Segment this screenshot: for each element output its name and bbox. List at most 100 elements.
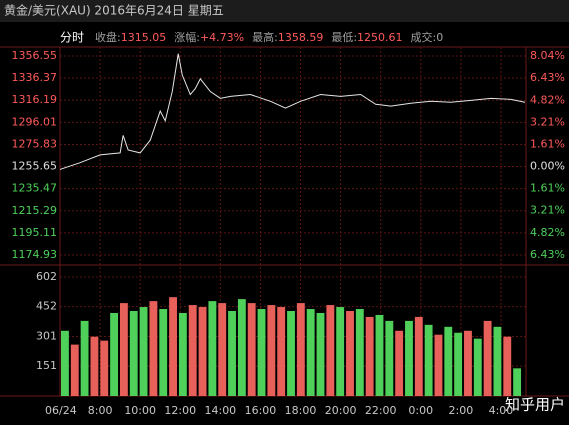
volume-bar: [287, 311, 295, 396]
x-tick-label: 22:00: [365, 404, 397, 417]
volume-bar: [119, 303, 128, 396]
watermark: 知乎用户: [505, 396, 565, 414]
volume-bar: [336, 307, 345, 396]
field-label: 成交:: [411, 30, 437, 44]
volume-bar: [375, 314, 384, 396]
volume-bar: [208, 301, 217, 396]
volume-bar: [493, 326, 502, 396]
y2-tick-label: 6.43%: [530, 71, 565, 84]
x-tick-label: 12:00: [164, 404, 196, 417]
y2-tick-label: 6.43%: [530, 248, 565, 261]
volume-bar: [395, 330, 404, 396]
y-tick-label: 1195.11: [12, 226, 58, 239]
field-label: 最低:: [331, 31, 357, 44]
volume-bar: [326, 305, 335, 396]
volume-bar: [503, 336, 512, 396]
y2-tick-label: 1.61%: [530, 137, 565, 150]
volume-bar: [346, 311, 354, 396]
y-tick-label: 602: [36, 270, 57, 283]
volume-bar: [483, 320, 492, 396]
y-tick-label: 1316.19: [12, 93, 58, 106]
field-value: 1250.61: [357, 31, 403, 44]
y-tick-label: 1296.01: [12, 115, 58, 128]
y-tick-label: 1356.55: [12, 49, 58, 62]
y-tick-label: 301: [36, 330, 57, 343]
volume-bar: [473, 338, 482, 396]
volume-bar: [257, 309, 266, 396]
volume-bar: [70, 344, 79, 396]
volume-bar: [385, 320, 394, 396]
volume-bar: [316, 312, 325, 396]
volume-bar: [110, 312, 119, 396]
y-tick-label: 1336.37: [12, 71, 58, 84]
volume-bar: [247, 303, 256, 396]
volume-bar: [188, 305, 197, 396]
field-value: +4.73%: [200, 31, 244, 44]
volume-bar: [218, 303, 227, 396]
header-fields: 收盘:1315.05 涨幅:+4.73% 最高:1358.59 最低:1250.61 成…: [95, 30, 443, 44]
x-tick-label: 06/24: [45, 404, 77, 417]
volume-bar: [444, 326, 453, 396]
volume-bar: [306, 309, 315, 396]
field-value: 1315.05: [121, 31, 167, 44]
x-tick-label: 2:00: [449, 404, 474, 417]
volume-bar: [296, 303, 305, 396]
volume-bar: [414, 316, 423, 396]
y2-tick-label: 0.00%: [530, 160, 565, 173]
volume-bar: [454, 332, 463, 396]
x-tick-label: 16:00: [245, 404, 277, 417]
volume-bar: [100, 340, 109, 396]
volume-bar: [90, 336, 99, 396]
y-tick-label: 1215.29: [12, 204, 58, 217]
x-tick-label: 4:00: [489, 404, 514, 417]
x-tick-label: 20:00: [325, 404, 357, 417]
field-label: 收盘:: [95, 30, 121, 44]
volume-bar: [365, 316, 374, 396]
volume-bar: [267, 305, 276, 396]
volume-bar: [169, 297, 177, 396]
y2-tick-label: 4.82%: [530, 93, 565, 106]
volume-bar: [139, 307, 148, 396]
y2-tick-label: 3.21%: [530, 115, 565, 128]
volume-bar: [198, 307, 207, 396]
x-tick-label: 8:00: [88, 404, 113, 417]
y2-tick-label: 4.82%: [530, 226, 565, 239]
volume-bar: [61, 330, 69, 396]
y-tick-label: 452: [36, 300, 57, 313]
y2-tick-label: 8.04%: [530, 49, 565, 62]
volume-bar: [513, 368, 522, 396]
y-tick-label: 1174.93: [12, 248, 58, 261]
chart-title: 黄金/美元(XAU) 2016年6月24日 星期五: [4, 3, 224, 18]
y-tick-label: 1235.47: [12, 182, 58, 195]
mode-label: 分时: [60, 31, 84, 45]
x-tick-label: 14:00: [204, 404, 236, 417]
title-bar: [0, 0, 569, 22]
field-value: 0: [436, 31, 443, 44]
volume-bar: [178, 312, 187, 396]
field-label: 涨幅:: [174, 31, 200, 44]
volume-bar: [277, 307, 286, 396]
volume-bar: [159, 309, 168, 396]
volume-bar: [405, 320, 413, 396]
volume-bar: [237, 299, 246, 396]
field-value: 1358.59: [278, 31, 324, 44]
volume-bar: [424, 324, 433, 396]
y-tick-label: 1275.83: [12, 137, 58, 150]
x-tick-label: 18:00: [285, 404, 317, 417]
y-tick-label: 1255.65: [12, 160, 58, 173]
y2-tick-label: 3.21%: [530, 204, 565, 217]
volume-bar: [434, 334, 443, 396]
y2-tick-label: 1.61%: [530, 182, 565, 195]
y-tick-label: 151: [36, 359, 57, 372]
price-line: [59, 53, 526, 170]
volume-bar: [228, 311, 236, 396]
volume-bar: [129, 311, 138, 396]
volume-bar: [80, 320, 89, 396]
x-tick-label: 10:00: [124, 404, 156, 417]
volume-bar: [355, 309, 364, 396]
field-label: 最高:: [252, 30, 278, 44]
volume-bar: [149, 301, 158, 396]
x-tick-label: 0:00: [408, 404, 433, 417]
volume-bar: [464, 330, 472, 396]
